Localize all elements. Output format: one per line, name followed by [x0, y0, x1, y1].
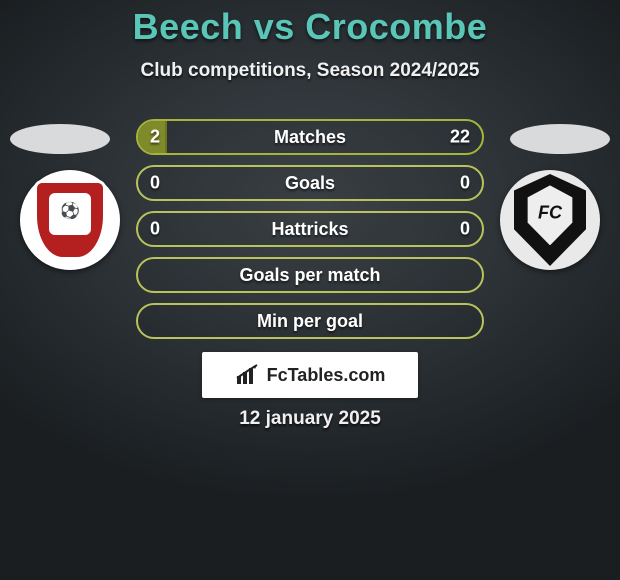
crawley-crest-icon — [34, 180, 106, 260]
club-badge-right — [500, 170, 600, 270]
stat-value-right: 22 — [450, 127, 470, 148]
watermark-text: FcTables.com — [267, 365, 386, 386]
stat-row-hattricks: 0 Hattricks 0 — [136, 211, 484, 247]
stat-value-left: 0 — [150, 173, 160, 194]
stat-row-min-per-goal: Min per goal — [136, 303, 484, 339]
stat-rows: 2 Matches 22 0 Goals 0 0 Hattricks 0 Goa… — [136, 119, 484, 349]
player-left-photo-placeholder — [10, 124, 110, 154]
stat-value-right: 0 — [460, 219, 470, 240]
stat-label: Hattricks — [271, 219, 348, 240]
stat-row-goals-per-match: Goals per match — [136, 257, 484, 293]
stat-label: Goals per match — [239, 265, 380, 286]
stat-label: Matches — [274, 127, 346, 148]
stat-label: Min per goal — [257, 311, 363, 332]
stat-value-left: 0 — [150, 219, 160, 240]
stat-value-right: 0 — [460, 173, 470, 194]
watermark: FcTables.com — [202, 352, 418, 398]
footer-date: 12 january 2025 — [0, 408, 620, 430]
shield-crest-icon — [510, 174, 590, 266]
bar-chart-icon — [235, 364, 261, 386]
stat-row-goals: 0 Goals 0 — [136, 165, 484, 201]
stat-value-left: 2 — [150, 127, 160, 148]
comparison-card: Beech vs Crocombe Club competitions, Sea… — [0, 0, 620, 580]
stat-label: Goals — [285, 173, 335, 194]
club-badge-left — [20, 170, 120, 270]
player-right-photo-placeholder — [510, 124, 610, 154]
stat-row-matches: 2 Matches 22 — [136, 119, 484, 155]
page-title: Beech vs Crocombe — [0, 0, 620, 48]
subtitle: Club competitions, Season 2024/2025 — [0, 60, 620, 82]
